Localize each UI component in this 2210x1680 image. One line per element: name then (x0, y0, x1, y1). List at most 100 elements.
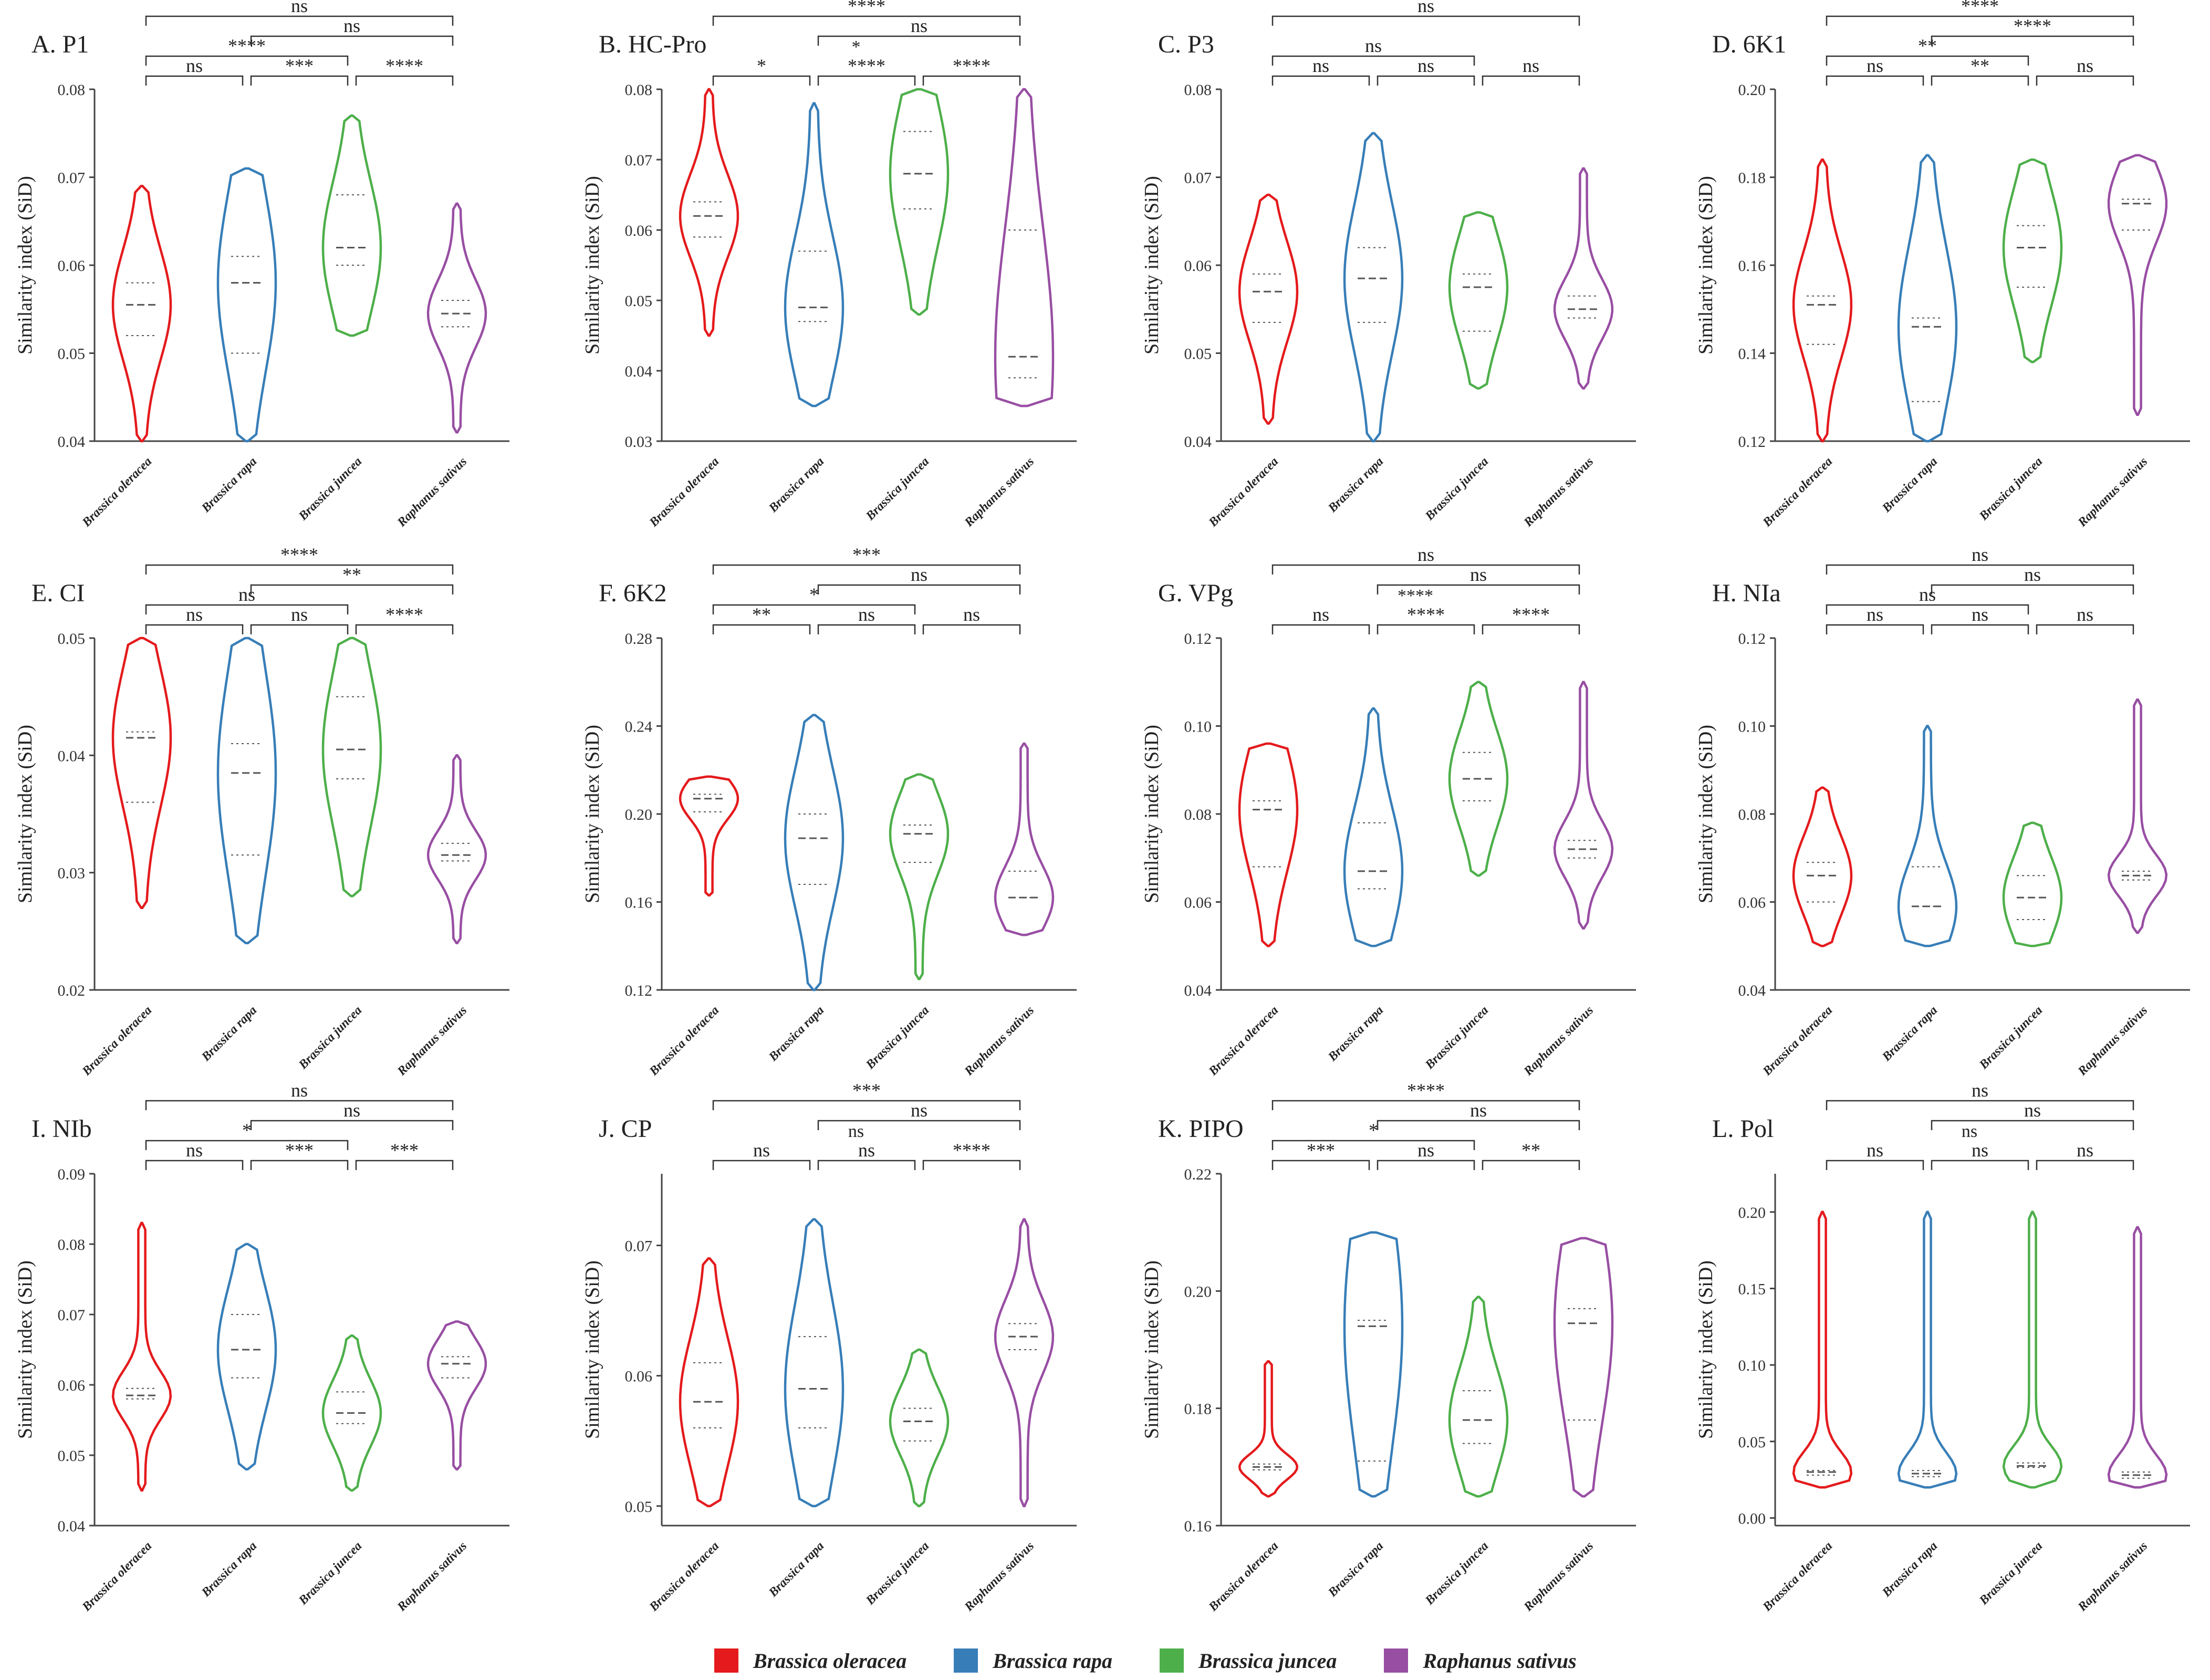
significance-label: ** (1521, 1140, 1540, 1161)
y-tick-label: 0.20 (1184, 1283, 1212, 1300)
panel-title: I. NIb (32, 1115, 92, 1143)
x-tick-label: Raphanus sativus (394, 455, 470, 530)
violin-raphanus-sativus (426, 754, 487, 944)
x-tick-label: Brassica rapa (199, 1004, 259, 1065)
significance-label: ns (1470, 564, 1487, 585)
x-tick-label: Brassica oleracea (1760, 1539, 1835, 1614)
violin-raphanus-sativus (1553, 1237, 1614, 1498)
x-tick-label: Raphanus sativus (962, 1004, 1037, 1079)
significance-label: **** (848, 0, 885, 16)
significance-bracket (2036, 624, 2134, 634)
y-tick-label: 0.03 (625, 433, 653, 451)
significance-bracket (145, 604, 349, 614)
legend-swatch (1160, 1648, 1184, 1673)
significance-label: ns (186, 604, 203, 625)
significance-bracket (1826, 1100, 2134, 1110)
significance-label: * (242, 1120, 252, 1141)
y-tick-label: 0.24 (625, 718, 653, 736)
violin-brassica-juncea (2002, 158, 2063, 363)
y-tick-label: 0.20 (1738, 1204, 1766, 1222)
x-tick-label: Brassica oleracea (647, 1539, 722, 1614)
violin-brassica-juncea (889, 773, 950, 980)
significance-label: **** (848, 55, 885, 76)
y-tick-label: 0.06 (1184, 894, 1212, 912)
y-tick-label: 0.12 (1738, 630, 1766, 648)
violin-brassica-juncea (321, 114, 382, 337)
significance-label: ns (1919, 584, 1936, 605)
significance-label: ns (911, 15, 927, 36)
legend-item-raphanus-sativus: Raphanus sativus (1384, 1648, 1577, 1673)
significance-label: **** (385, 55, 423, 76)
violin-brassica-oleracea (111, 636, 172, 909)
significance-bracket (1377, 584, 1580, 594)
legend: Brassica oleracea Brassica rapa Brassica… (714, 1645, 1577, 1676)
legend-item-brassica-oleracea: Brassica oleracea (714, 1648, 906, 1673)
significance-bracket (712, 75, 811, 86)
significance-label: * (809, 584, 819, 605)
significance-label: ns (848, 1122, 864, 1141)
significance-bracket (1826, 15, 2134, 26)
x-tick-label: Brassica oleracea (79, 1004, 154, 1079)
x-tick-label: Brassica rapa (1325, 455, 1386, 516)
y-axis-label: Similarity index (SiD) (1695, 176, 1717, 354)
y-axis-label: Similarity index (SiD) (1141, 176, 1163, 354)
significance-label: ns (1417, 544, 1434, 565)
y-axis-label: Similarity index (SiD) (14, 725, 36, 903)
panel-b-hc-pro: B. HC-Pro 0.03 0.04 0.05 0.06 0.07 0.08 Similar… (581, 0, 1077, 530)
violin-brassica-juncea (1448, 1296, 1509, 1498)
y-tick-label: 0.05 (1738, 1434, 1766, 1451)
significance-label: ns (1417, 0, 1434, 16)
significance-bracket (355, 75, 454, 86)
x-tick-label: Brassica juncea (863, 1004, 932, 1072)
x-tick-label: Brassica oleracea (1206, 455, 1281, 530)
y-tick-label: 0.00 (1738, 1510, 1766, 1527)
violin-raphanus-sativus (994, 1218, 1055, 1508)
x-tick-label: Raphanus sativus (394, 1539, 470, 1614)
significance-bracket (145, 624, 244, 634)
y-tick-label: 0.12 (625, 982, 653, 999)
significance-label: ns (291, 0, 308, 16)
x-tick-label: Brassica oleracea (1760, 1004, 1835, 1079)
significance-label: * (1369, 1120, 1378, 1141)
x-tick-label: Brassica oleracea (79, 455, 154, 530)
significance-bracket (1271, 1100, 1580, 1110)
significance-bracket (1826, 55, 2029, 66)
significance-bracket (712, 564, 1021, 575)
significance-bracket (1377, 1160, 1475, 1170)
violin-brassica-oleracea (111, 1222, 172, 1492)
panel-c-p3: C. P3 0.04 0.05 0.06 0.07 0.08 Similarity inde… (1141, 0, 1636, 530)
violin-brassica-juncea (1448, 681, 1509, 877)
violin-brassica-rapa (216, 1243, 277, 1471)
significance-label: ns (343, 15, 360, 36)
significance-bracket (1271, 564, 1580, 575)
x-tick-label: Brassica juncea (296, 1539, 364, 1608)
significance-label: ns (1312, 604, 1329, 625)
significance-bracket (922, 75, 1021, 86)
y-tick-label: 0.04 (625, 363, 653, 380)
y-tick-label: 0.18 (1184, 1401, 1212, 1418)
significance-bracket (145, 75, 244, 86)
x-tick-label: Raphanus sativus (2075, 1004, 2150, 1079)
legend-label: Raphanus sativus (1423, 1648, 1577, 1673)
x-tick-label: Brassica juncea (863, 1539, 932, 1608)
significance-bracket (1931, 75, 2029, 86)
significance-label: *** (852, 1080, 881, 1101)
significance-bracket (1271, 1140, 1475, 1150)
significance-label: ns (343, 1100, 360, 1121)
y-tick-label: 0.07 (625, 1237, 653, 1255)
x-tick-label: Raphanus sativus (2075, 455, 2150, 530)
significance-label: **** (953, 1140, 991, 1161)
y-tick-label: 0.06 (625, 222, 653, 239)
x-tick-label: Brassica rapa (199, 1539, 259, 1600)
significance-bracket (1931, 1160, 2029, 1170)
violin-brassica-oleracea (679, 775, 739, 897)
significance-label: ns (291, 1080, 308, 1101)
significance-bracket (1271, 55, 1475, 66)
y-axis-label: Similarity index (SiD) (581, 176, 603, 354)
y-tick-label: 0.08 (625, 81, 653, 99)
significance-bracket (250, 35, 454, 46)
significance-label: *** (852, 544, 881, 565)
significance-bracket (145, 55, 349, 66)
significance-label: **** (280, 544, 318, 565)
y-tick-label: 0.22 (1184, 1166, 1212, 1183)
